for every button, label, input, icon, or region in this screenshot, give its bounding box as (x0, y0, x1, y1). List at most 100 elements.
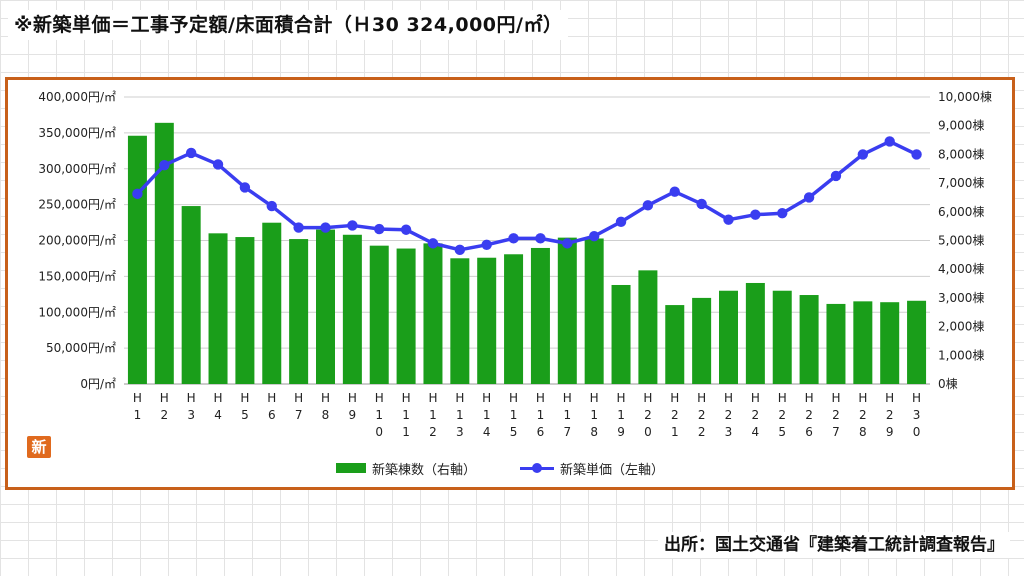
bar (665, 305, 685, 384)
bar (826, 303, 846, 384)
line-point (696, 198, 707, 210)
x-tick-label: H (563, 391, 572, 405)
x-tick-label: 1 (402, 425, 410, 439)
x-tick-label: 1 (402, 408, 410, 422)
y-left-tick-label: 50,000円/㎡ (46, 341, 116, 355)
line-point (535, 233, 546, 244)
x-tick-label: 3 (725, 425, 733, 439)
bar (262, 222, 282, 384)
x-tick-label: H (885, 391, 894, 405)
bar (799, 295, 819, 384)
bar (719, 290, 738, 384)
bar (584, 238, 604, 384)
line-point (750, 209, 761, 220)
x-tick-label: 1 (375, 408, 383, 422)
y-right-tick-label: 10,000棟 (938, 89, 992, 104)
x-tick-label: H (160, 391, 169, 405)
x-tick-label: 3 (187, 408, 195, 422)
line-point (293, 222, 304, 233)
x-tick-label: 2 (698, 408, 706, 422)
y-left-tick-label: 100,000円/㎡ (38, 305, 116, 319)
x-tick-label: 8 (859, 425, 867, 439)
x-tick-label: 1 (617, 408, 625, 422)
x-tick-label: 6 (805, 425, 813, 439)
x-tick-label: H (697, 391, 706, 405)
legend-line-swatch (520, 463, 554, 473)
x-tick-label: H (133, 391, 142, 405)
x-tick-label: 1 (429, 408, 437, 422)
y-left-tick-label: 400,000円/㎡ (38, 90, 116, 104)
x-tick-label: 7 (295, 408, 303, 422)
line-point (185, 147, 197, 159)
y-left-tick-label: 150,000円/㎡ (38, 269, 116, 283)
bar (907, 300, 927, 384)
line-point (427, 238, 439, 249)
x-tick-label: 2 (778, 408, 786, 422)
x-tick-label: H (778, 391, 787, 405)
source-note: 出所：国土交通省『建築着工統計調査報告』 (658, 532, 1010, 558)
x-tick-label: H (428, 391, 437, 405)
bar (477, 257, 497, 384)
x-tick-label: 2 (698, 425, 706, 439)
line-point (562, 238, 573, 249)
x-tick-label: H (590, 391, 599, 405)
line-point (132, 188, 143, 200)
line-point (615, 216, 627, 228)
y-right-tick-label: 1,000棟 (938, 347, 984, 362)
line-point (159, 159, 170, 171)
line-point (266, 200, 277, 212)
new-badge-icon: 新 (27, 436, 51, 458)
x-tick-label: 2 (832, 408, 840, 422)
x-tick-label: H (643, 391, 652, 405)
bar (450, 258, 470, 384)
line-point (723, 214, 734, 225)
x-tick-label: H (214, 391, 223, 405)
bar (557, 237, 577, 384)
legend-item-bars: 新築棟数（右軸） (336, 458, 476, 478)
y-left-tick-label: 0円/㎡ (80, 377, 116, 391)
x-tick-label: 7 (563, 425, 571, 439)
x-tick-label: 5 (778, 425, 786, 439)
x-tick-label: H (617, 391, 626, 405)
x-tick-label: H (321, 391, 330, 405)
bar (530, 247, 550, 384)
line-point (642, 200, 654, 211)
x-tick-label: H (751, 391, 760, 405)
bar (127, 135, 147, 384)
x-tick-label: 9 (886, 425, 894, 439)
x-tick-label: 0 (913, 425, 921, 439)
bar (423, 243, 443, 384)
bar (880, 302, 900, 384)
line-point (212, 159, 224, 170)
x-tick-label: 2 (886, 408, 894, 422)
x-tick-label: 2 (671, 408, 679, 422)
y-right-tick-label: 7,000棟 (938, 175, 984, 190)
bar (342, 234, 362, 384)
bar (692, 297, 712, 384)
y-right-tick-label: 6,000棟 (938, 204, 984, 219)
page-heading: ※新築単価＝工事予定額/床面積合計（Ｈ30 324,000円/㎡） (8, 10, 569, 40)
x-tick-label: H (912, 391, 921, 405)
bar (745, 282, 765, 384)
bar (369, 245, 389, 384)
x-tick-label: H (240, 391, 249, 405)
bar (289, 239, 309, 384)
bar (208, 233, 228, 384)
line-point (777, 208, 788, 219)
x-tick-label: 8 (590, 425, 598, 439)
y-left-tick-label: 250,000円/㎡ (38, 198, 116, 212)
bar (638, 270, 658, 384)
x-tick-label: H (536, 391, 545, 405)
x-tick-label: H (509, 391, 518, 405)
line-point (320, 222, 331, 233)
x-tick-label: 1 (590, 408, 598, 422)
x-tick-label: 1 (537, 408, 545, 422)
x-tick-label: 2 (429, 425, 437, 439)
line-point (400, 224, 412, 235)
x-tick-label: H (724, 391, 733, 405)
line-point (669, 186, 680, 197)
x-tick-label: 5 (510, 425, 518, 439)
x-tick-label: 4 (483, 425, 491, 439)
x-tick-label: 6 (537, 425, 545, 439)
